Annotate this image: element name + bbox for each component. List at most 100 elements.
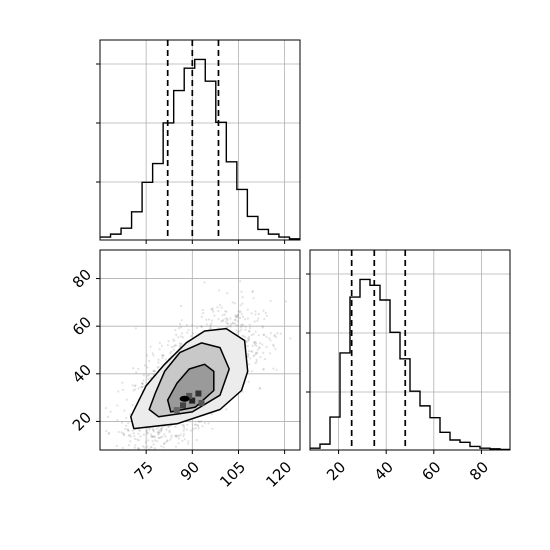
joint-sample-point xyxy=(248,363,251,366)
joint-sample-point xyxy=(250,333,253,337)
joint-sample-point xyxy=(234,318,237,321)
joint-sample-point xyxy=(149,433,153,436)
joint-sample-point xyxy=(174,425,177,428)
joint-sample-point xyxy=(274,347,277,351)
marginal-y-tick-label: 40 xyxy=(371,458,397,484)
joint-sample-point xyxy=(126,428,129,431)
joint-sample-point xyxy=(241,390,244,393)
joint-sample-point xyxy=(257,313,260,316)
joint-sample-point xyxy=(158,436,161,440)
joint-sample-point xyxy=(220,320,223,323)
joint-sample-point xyxy=(265,314,268,317)
joint-sample-point xyxy=(166,440,169,443)
joint-sample-point xyxy=(185,323,189,326)
joint-sample-point xyxy=(175,344,178,347)
joint-density-cell xyxy=(195,390,202,397)
joint-sample-point xyxy=(148,359,151,363)
joint-sample-point xyxy=(157,433,160,436)
joint-sample-point xyxy=(194,427,197,430)
joint-sample-point xyxy=(160,428,163,431)
joint-sample-point xyxy=(262,309,265,312)
joint-sample-point xyxy=(107,432,110,435)
joint-sample-point xyxy=(153,435,156,438)
joint-sample-point xyxy=(137,432,140,435)
joint-sample-point xyxy=(167,426,170,429)
joint-sample-point xyxy=(251,290,254,293)
joint-sample-point xyxy=(258,342,262,345)
joint-sample-point xyxy=(147,378,150,381)
joint-sample-point xyxy=(186,423,189,426)
joint-sample-point xyxy=(179,451,181,453)
joint-sample-point xyxy=(231,321,234,324)
joint-sample-point xyxy=(149,446,152,449)
joint-sample-point xyxy=(211,307,214,310)
joint-sample-point xyxy=(218,289,221,292)
joint-sample-point xyxy=(136,438,139,441)
joint-sample-point xyxy=(234,316,238,319)
joint-sample-point xyxy=(272,343,275,346)
joint-sample-point xyxy=(125,417,128,420)
joint-sample-point xyxy=(152,443,155,446)
joint-sample-point xyxy=(162,354,165,357)
joint-sample-point xyxy=(241,323,244,326)
joint-sample-point xyxy=(226,326,230,329)
joint-sample-point xyxy=(255,344,258,348)
joint-sample-point xyxy=(249,357,252,360)
joint-sample-point xyxy=(186,331,189,334)
joint-sample-point xyxy=(234,314,237,317)
joint-sample-point xyxy=(220,306,223,309)
joint-sample-point xyxy=(181,336,185,339)
joint-sample-point xyxy=(158,429,161,432)
joint-sample-point xyxy=(142,374,145,377)
marginal-y-tick-label: 60 xyxy=(418,458,444,484)
joint-sample-point xyxy=(153,462,155,464)
joint-sample-point xyxy=(261,326,264,329)
joint-sample-point xyxy=(253,354,256,357)
joint-sample-point xyxy=(137,428,140,431)
joint-sample-point xyxy=(242,335,245,338)
joint-sample-point xyxy=(160,445,163,448)
joint-sample-point xyxy=(152,435,155,438)
joint-sample-point xyxy=(221,314,224,317)
joint-sample-point xyxy=(142,379,145,382)
joint-sample-point xyxy=(137,447,140,450)
joint-sample-point xyxy=(176,434,179,437)
joint-sample-point xyxy=(181,423,184,427)
joint-sample-point xyxy=(261,343,264,346)
marginal-x-frame xyxy=(99,39,301,241)
joint-sample-point xyxy=(217,309,220,313)
joint-sample-point xyxy=(161,435,164,438)
joint-sample-point xyxy=(244,325,247,328)
joint-sample-point xyxy=(139,452,141,454)
joint-sample-point xyxy=(224,317,227,320)
joint-sample-point xyxy=(246,344,249,348)
joint-sample-point xyxy=(152,430,155,433)
joint-sample-point xyxy=(255,352,258,355)
joint-sample-point xyxy=(151,435,154,438)
joint-sample-point xyxy=(115,456,117,458)
joint-sample-point xyxy=(161,354,164,357)
joint-sample-point xyxy=(182,434,185,438)
joint-sample-point xyxy=(152,428,155,431)
joint-sample-point xyxy=(157,365,160,368)
joint-sample-point xyxy=(94,393,96,395)
joint-sample-point xyxy=(226,322,230,325)
joint-sample-point xyxy=(134,327,137,330)
joint-sample-point xyxy=(240,326,243,329)
joint-sample-point xyxy=(135,456,137,458)
joint-sample-point xyxy=(129,440,132,443)
joint-sample-point xyxy=(146,432,149,435)
joint-sample-point xyxy=(152,369,155,372)
joint-sample-point xyxy=(238,311,241,314)
joint-sample-point xyxy=(117,430,120,434)
joint-density-cell xyxy=(189,397,196,404)
joint-sample-point xyxy=(263,318,266,321)
joint-sample-point xyxy=(129,413,132,416)
joint-sample-point xyxy=(207,422,210,425)
joint-sample-point xyxy=(213,314,216,317)
joint-sample-point xyxy=(157,358,160,361)
joint-sample-point xyxy=(173,339,176,342)
joint-sample-point xyxy=(262,368,265,371)
joint-sample-point xyxy=(160,427,163,430)
joint-sample-point xyxy=(130,457,132,459)
